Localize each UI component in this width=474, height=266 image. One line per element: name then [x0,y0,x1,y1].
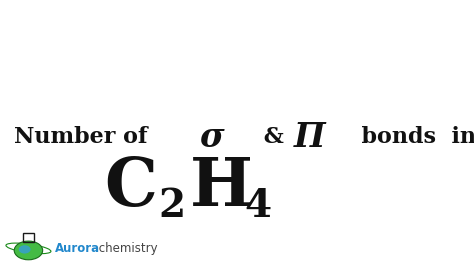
Text: Aurora: Aurora [55,242,100,255]
Ellipse shape [14,241,43,260]
Text: Π: Π [294,121,325,154]
Text: &: & [256,126,284,148]
Text: chemistry: chemistry [95,242,157,255]
Text: H: H [190,155,253,220]
Text: 2: 2 [159,187,186,225]
Text: bonds  in: bonds in [346,126,474,148]
Text: CARBON CHEMISTRY: CARBON CHEMISTRY [14,22,199,37]
Text: 4: 4 [244,187,271,225]
Text: Number of: Number of [14,126,155,148]
Text: σ: σ [199,121,224,154]
Ellipse shape [18,245,30,253]
Text: C: C [104,155,157,220]
